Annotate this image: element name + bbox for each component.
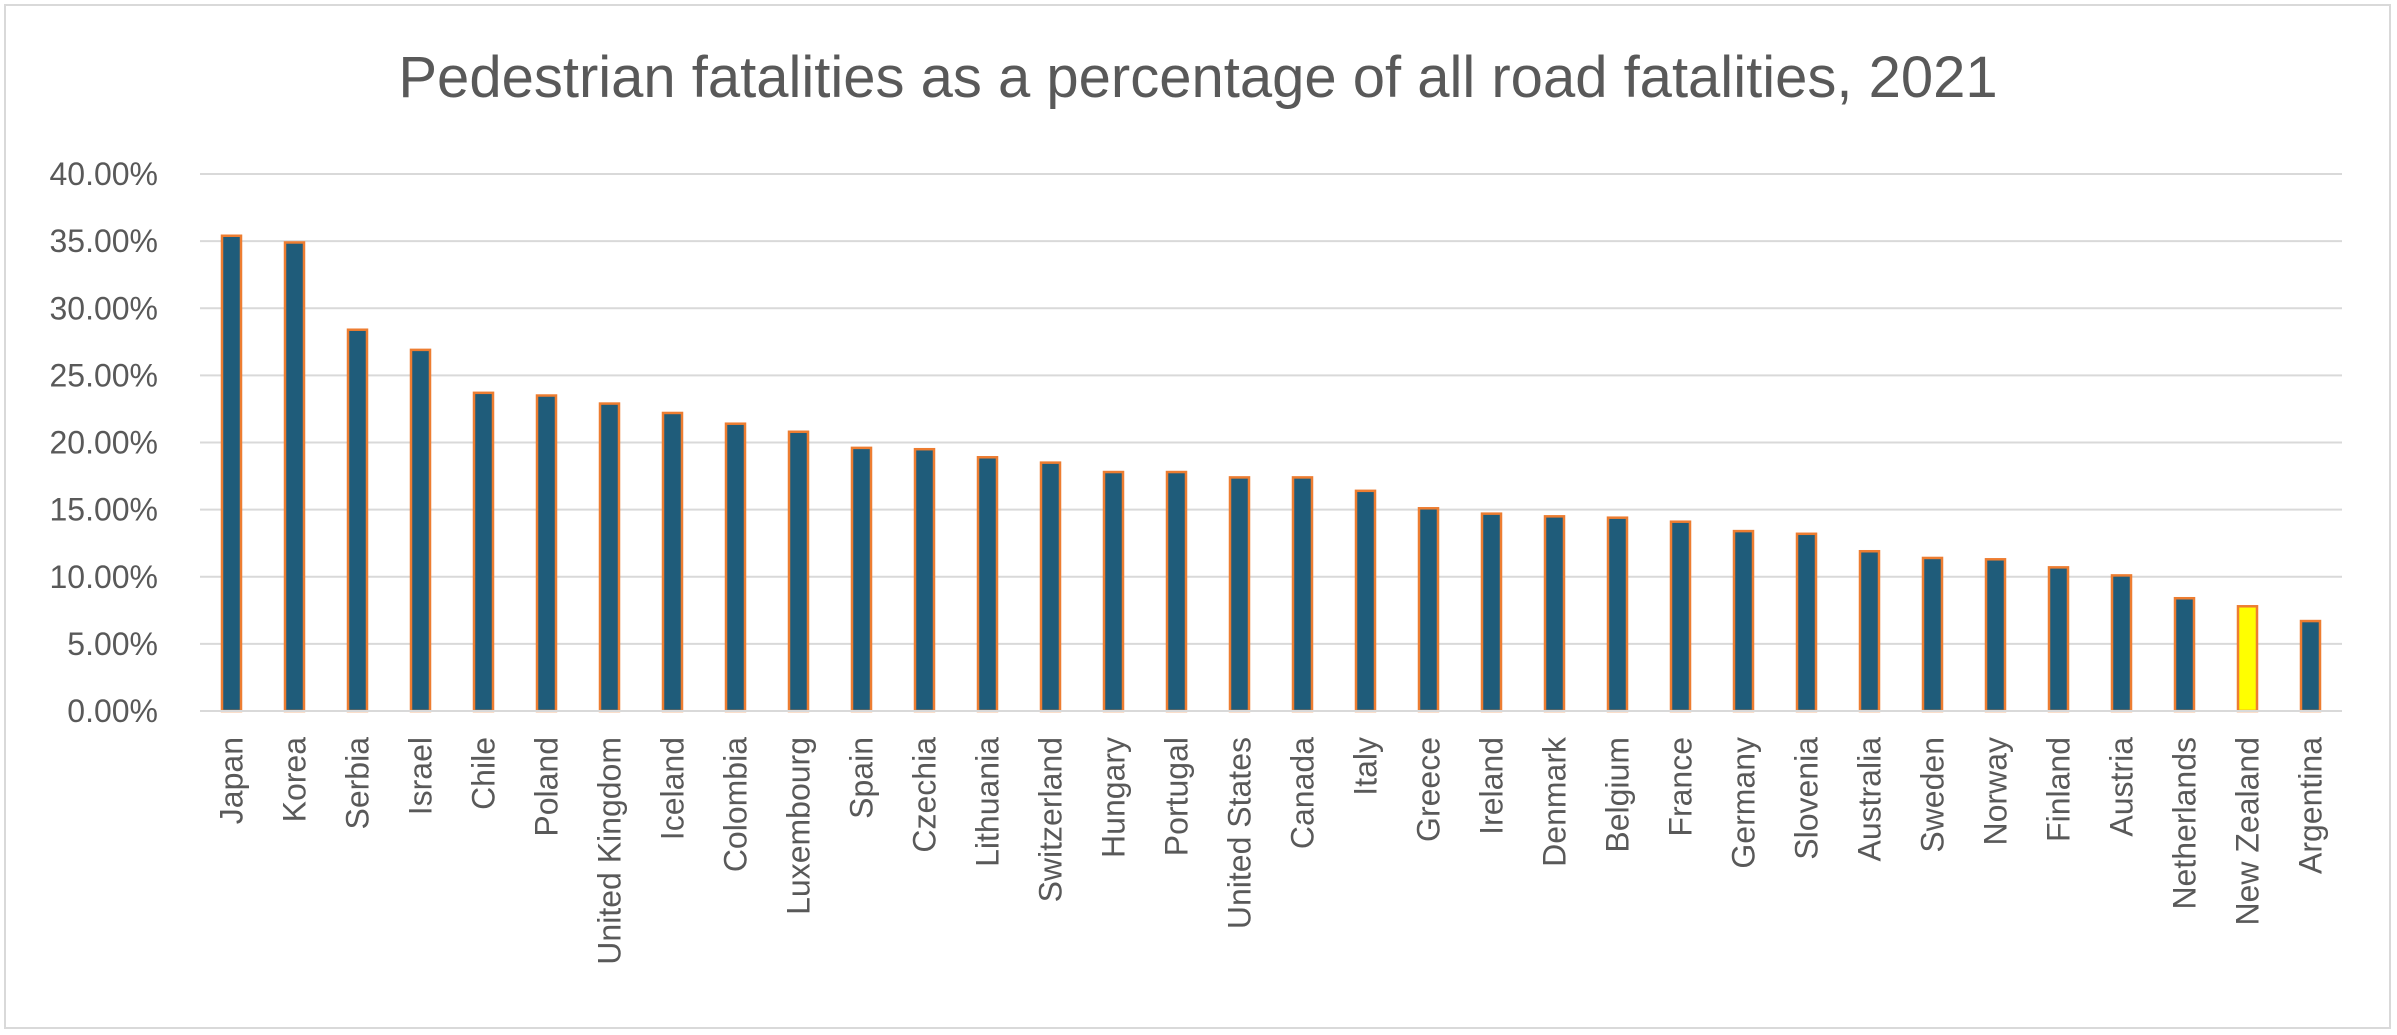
bar-switzerland bbox=[1039, 461, 1062, 713]
bar-greece bbox=[1417, 507, 1440, 713]
x-tick-label: Hungary bbox=[1096, 737, 1132, 858]
x-tick-label: Denmark bbox=[1537, 736, 1573, 867]
bar-japan bbox=[220, 234, 243, 713]
bar-poland bbox=[535, 394, 558, 713]
bar-portugal bbox=[1165, 470, 1188, 713]
x-tick-label: Finland bbox=[2041, 737, 2077, 842]
y-tick-label: 10.00% bbox=[49, 559, 158, 595]
bar-norway bbox=[1984, 558, 2007, 713]
gridlines bbox=[200, 173, 2342, 645]
bar-ireland bbox=[1480, 512, 1503, 713]
bar-czechia bbox=[913, 447, 936, 713]
x-tick-label: Japan bbox=[214, 737, 250, 824]
x-tick-label: Netherlands bbox=[2167, 737, 2203, 910]
bar-united-kingdom bbox=[598, 402, 621, 713]
x-tick-label: Luxembourg bbox=[781, 737, 817, 915]
chart-title: Pedestrian fatalities as a percentage of… bbox=[398, 45, 1997, 110]
x-tick-label: Australia bbox=[1852, 737, 1888, 862]
bar-belgium bbox=[1606, 516, 1629, 713]
x-tick-label: Colombia bbox=[718, 737, 754, 872]
x-tick-label: Greece bbox=[1411, 737, 1447, 842]
y-tick-label: 0.00% bbox=[67, 693, 158, 729]
x-tick-label: New Zealand bbox=[2230, 737, 2266, 926]
bar-iceland bbox=[661, 411, 684, 713]
x-tick-label: Serbia bbox=[340, 737, 376, 830]
x-tick-label: Austria bbox=[2104, 737, 2140, 837]
x-tick-label: France bbox=[1663, 737, 1699, 837]
bar-serbia bbox=[346, 328, 369, 713]
x-tick-label: Poland bbox=[529, 737, 565, 837]
x-tick-label: United States bbox=[1222, 737, 1258, 929]
x-tick-label: Korea bbox=[277, 737, 313, 823]
y-tick-label: 30.00% bbox=[49, 290, 158, 326]
bar-finland bbox=[2047, 566, 2070, 713]
bar-luxembourg bbox=[787, 430, 810, 713]
y-tick-label: 20.00% bbox=[49, 425, 158, 461]
bar-slovenia bbox=[1795, 532, 1818, 713]
bar-korea bbox=[283, 241, 306, 713]
bar-spain bbox=[850, 446, 873, 713]
x-tick-label: Belgium bbox=[1600, 737, 1636, 853]
bar-argentina bbox=[2299, 619, 2322, 713]
x-tick-label: Ireland bbox=[1474, 737, 1510, 835]
bar-colombia bbox=[724, 422, 747, 713]
bar-austria bbox=[2110, 574, 2133, 713]
bar-italy bbox=[1354, 489, 1377, 713]
x-tick-label: Lithuania bbox=[970, 737, 1006, 867]
bar-israel bbox=[409, 348, 432, 713]
y-tick-label: 15.00% bbox=[49, 492, 158, 528]
x-tick-label: Iceland bbox=[655, 737, 691, 840]
bar-australia bbox=[1858, 549, 1881, 713]
y-axis-ticks: 0.00% 5.00% 10.00% 15.00% 20.00% 25.00% 30.00%… bbox=[49, 156, 158, 729]
bar-lithuania bbox=[976, 456, 999, 713]
x-tick-label: Canada bbox=[1285, 737, 1321, 849]
x-tick-label: Slovenia bbox=[1789, 737, 1825, 860]
x-tick-label: Switzerland bbox=[1033, 737, 1069, 902]
bar-netherlands bbox=[2173, 596, 2196, 713]
x-tick-label: Chile bbox=[466, 737, 502, 810]
bars bbox=[220, 234, 2322, 713]
bar-france bbox=[1669, 520, 1692, 713]
bar-sweden bbox=[1921, 556, 1944, 713]
bar-chile bbox=[472, 391, 495, 713]
x-axis-labels: Japan Korea Serbia Israel Chile Poland United … bbox=[214, 736, 2329, 965]
bar-denmark bbox=[1543, 515, 1566, 713]
y-tick-label: 25.00% bbox=[49, 357, 158, 393]
x-tick-label: Norway bbox=[1978, 737, 2014, 845]
y-tick-label: 40.00% bbox=[49, 156, 158, 192]
y-tick-label: 5.00% bbox=[67, 626, 158, 662]
x-tick-label: Germany bbox=[1726, 737, 1762, 869]
bar-hungary bbox=[1102, 470, 1125, 713]
x-tick-label: Argentina bbox=[2293, 737, 2329, 874]
bar-germany bbox=[1732, 529, 1755, 713]
x-tick-label: Portugal bbox=[1159, 737, 1195, 856]
x-tick-label: Sweden bbox=[1915, 737, 1951, 853]
x-tick-label: Israel bbox=[403, 737, 439, 815]
bar-united-states bbox=[1228, 476, 1251, 713]
x-tick-label: United Kingdom bbox=[592, 737, 628, 965]
bar-canada bbox=[1291, 476, 1314, 713]
bar-new-zealand bbox=[2236, 605, 2259, 713]
x-tick-label: Italy bbox=[1348, 737, 1384, 796]
x-tick-label: Czechia bbox=[907, 737, 943, 853]
y-tick-label: 35.00% bbox=[49, 223, 158, 259]
x-tick-label: Spain bbox=[844, 737, 880, 819]
